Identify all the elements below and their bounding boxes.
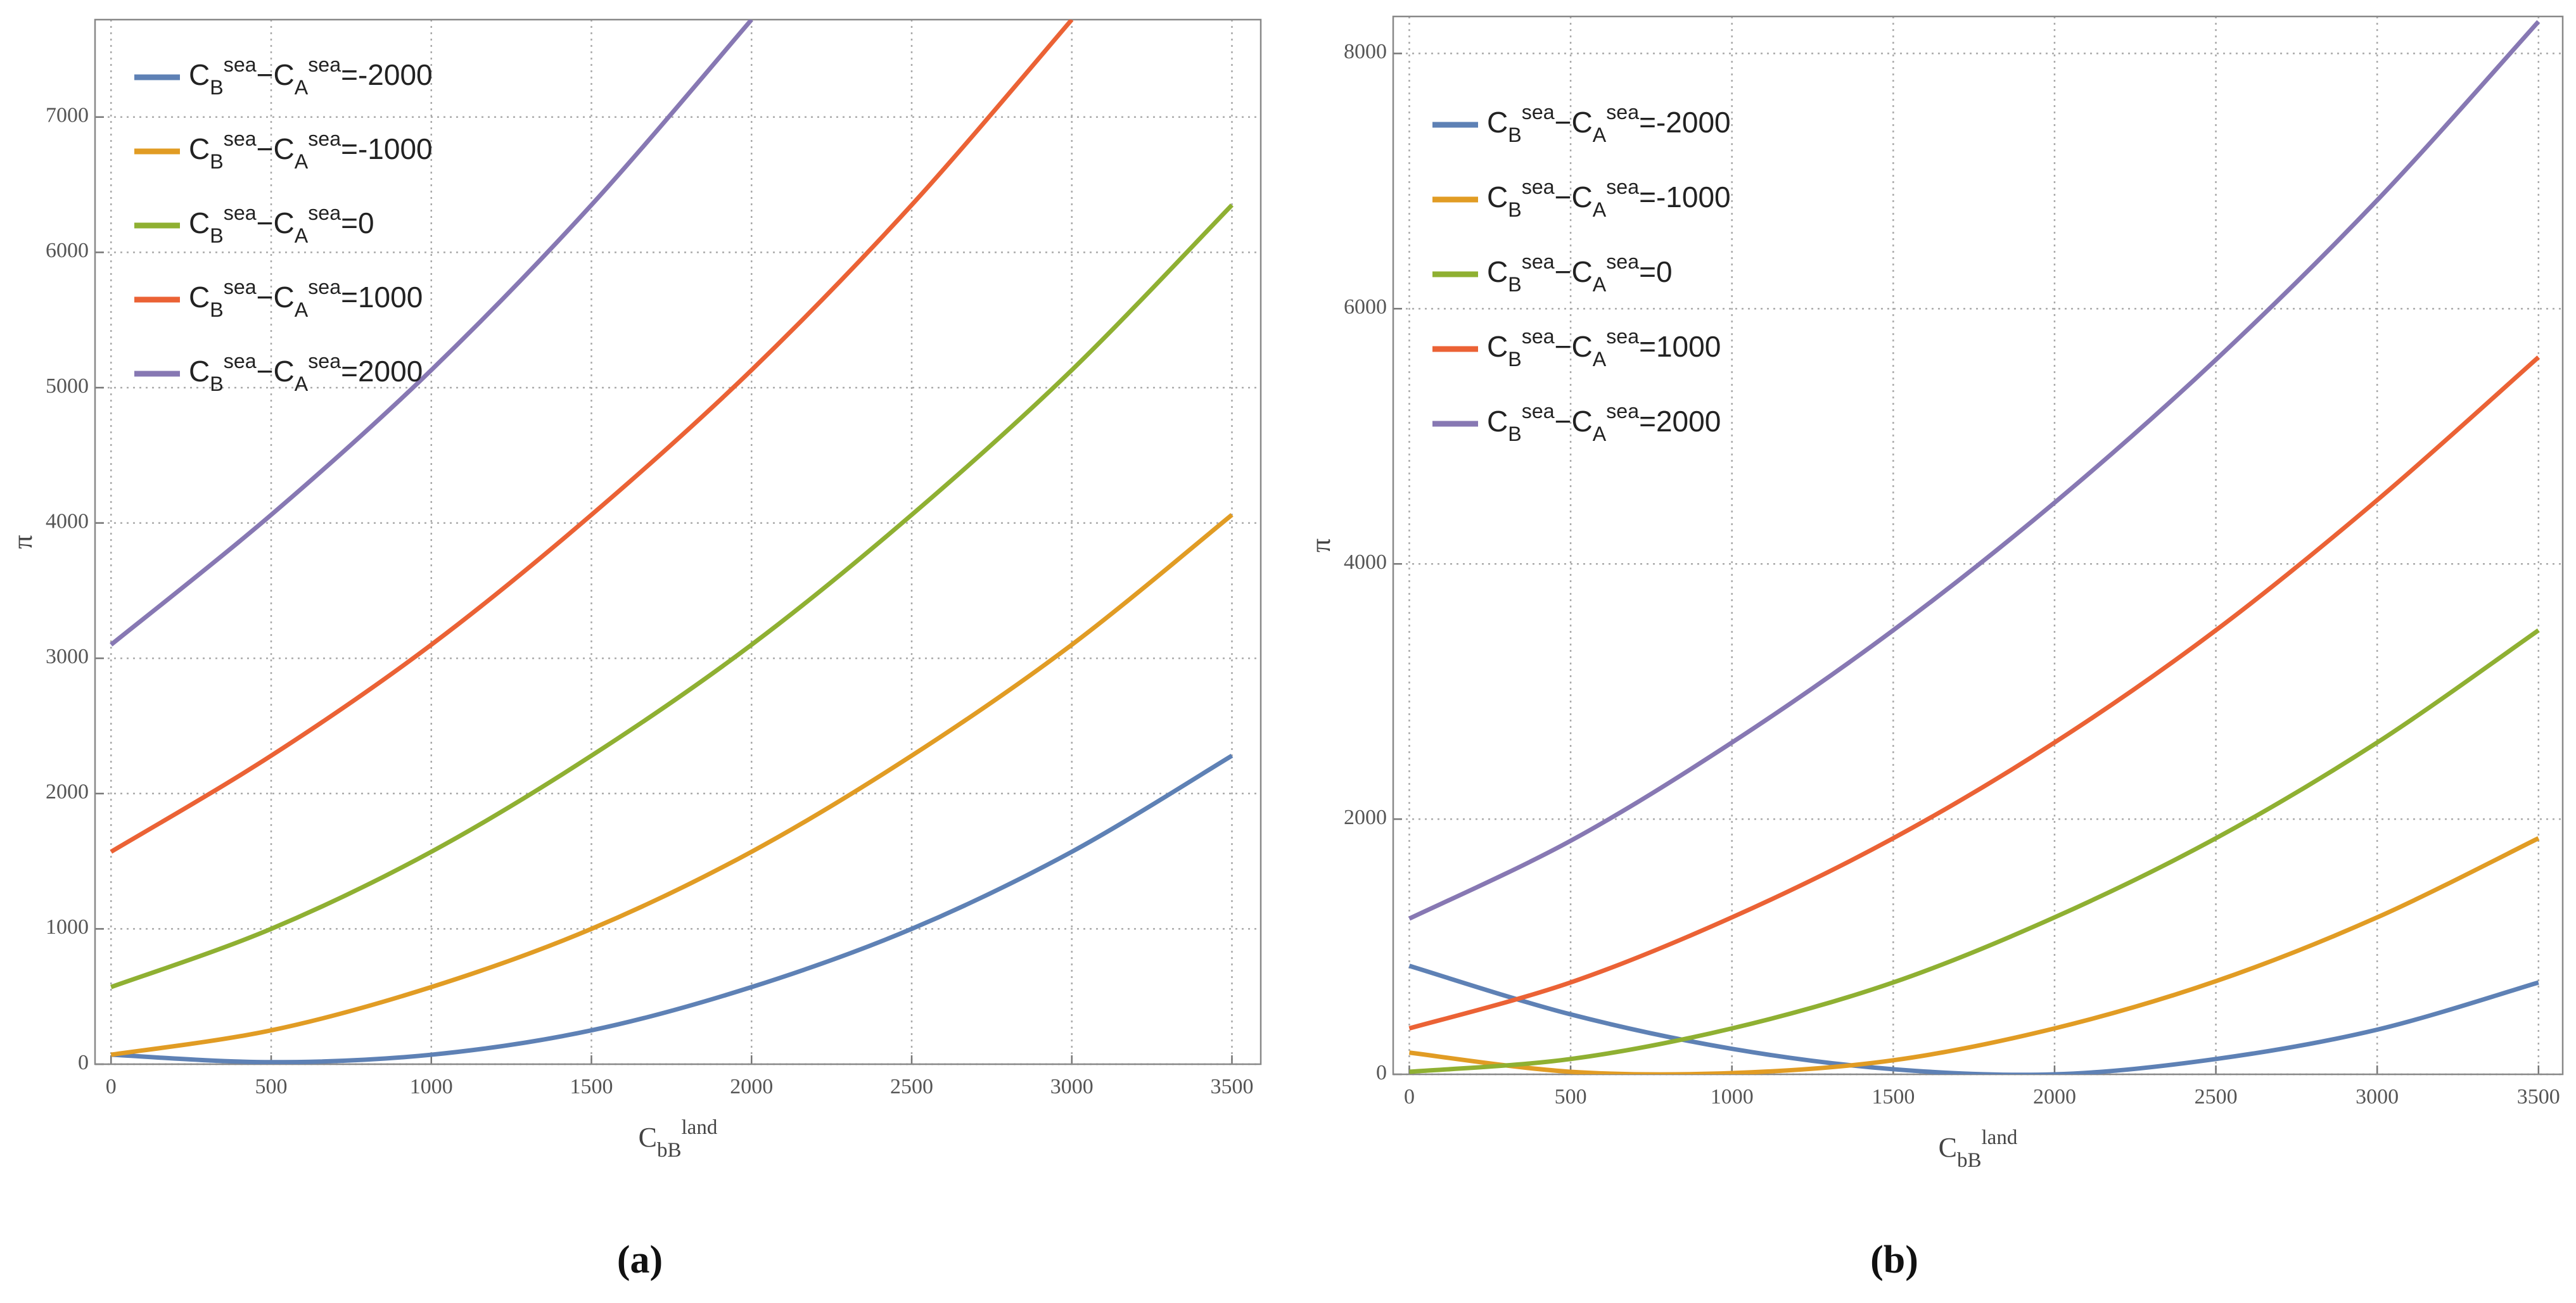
series-line <box>1409 836 2540 1074</box>
series-line <box>1408 963 2539 1074</box>
line <box>110 203 1234 989</box>
x-axis-label: CbBland <box>1939 1126 2018 1172</box>
legend-label: CBsea−CAsea=2000 <box>189 350 423 395</box>
series-line <box>1408 355 2541 1031</box>
legend-label: CBsea−CAsea=-1000 <box>1487 175 1731 221</box>
legend-label: CBsea−CAsea=-2000 <box>189 53 433 99</box>
plot-frame <box>94 18 1262 1065</box>
legend-label: CBsea−CAsea=2000 <box>1487 400 1721 445</box>
series-line <box>110 20 753 647</box>
series-line <box>1409 628 2540 1074</box>
x-tick-label: 3000 <box>2356 1085 2399 1109</box>
x-tick-label: 2500 <box>2195 1085 2238 1109</box>
plot-frame <box>1392 15 2564 1076</box>
line <box>1408 20 2541 921</box>
y-axis-label: π <box>1305 538 1336 552</box>
x-tick-label: 1500 <box>570 1075 613 1098</box>
y-tick-label: 3000 <box>46 645 89 668</box>
series-line <box>111 753 1234 1064</box>
x-tick-label: 500 <box>1555 1085 1587 1109</box>
x-tick-label: 500 <box>255 1075 288 1098</box>
panel-label: (a) <box>617 1238 663 1281</box>
line <box>1409 836 2540 1074</box>
y-tick-label: 6000 <box>1344 295 1387 319</box>
series-line <box>110 513 1234 1057</box>
line <box>110 20 753 647</box>
line <box>1408 963 2539 1074</box>
legend-label: CBsea−CAsea=1000 <box>189 276 423 321</box>
y-tick-label: 4000 <box>46 509 89 533</box>
series-line <box>110 20 1074 854</box>
series-line <box>1408 20 2541 921</box>
x-tick-label: 1000 <box>1711 1085 1754 1109</box>
x-tick-label: 1500 <box>1871 1085 1915 1109</box>
x-tick-label: 1000 <box>410 1075 453 1098</box>
x-tick-label: 3500 <box>2517 1085 2560 1109</box>
y-tick-label: 8000 <box>1344 40 1387 63</box>
y-tick-label: 1000 <box>46 915 89 939</box>
legend-label: CBsea−CAsea=0 <box>189 201 374 247</box>
x-tick-label: 3500 <box>1211 1075 1254 1098</box>
y-tick-label: 6000 <box>46 239 89 262</box>
x-axis-label: CbBland <box>639 1116 718 1162</box>
y-tick-label: 0 <box>1376 1061 1387 1084</box>
line <box>111 753 1234 1064</box>
legend-label: CBsea−CAsea=-2000 <box>1487 101 1731 146</box>
x-tick-label: 2000 <box>730 1075 773 1098</box>
panel-label: (b) <box>1870 1238 1918 1281</box>
y-tick-label: 2000 <box>46 780 89 804</box>
line <box>1409 628 2540 1074</box>
x-tick-label: 2500 <box>890 1075 933 1098</box>
line <box>110 513 1234 1057</box>
y-tick-label: 2000 <box>1344 806 1387 829</box>
legend-label: CBsea−CAsea=-1000 <box>189 127 433 173</box>
x-tick-label: 0 <box>106 1075 117 1098</box>
x-tick-label: 3000 <box>1050 1075 1094 1098</box>
legend-label: CBsea−CAsea=0 <box>1487 250 1673 296</box>
x-tick-label: 2000 <box>2033 1085 2076 1109</box>
y-tick-label: 4000 <box>1344 550 1387 574</box>
y-axis-label: π <box>7 535 38 549</box>
legend-label: CBsea−CAsea=1000 <box>1487 325 1721 371</box>
y-tick-label: 7000 <box>46 104 89 127</box>
x-tick-label: 0 <box>1404 1085 1415 1109</box>
y-tick-label: 5000 <box>46 374 89 398</box>
y-tick-label: 0 <box>78 1051 89 1074</box>
line <box>1408 355 2541 1031</box>
series-line <box>110 203 1234 989</box>
line <box>110 20 1074 854</box>
